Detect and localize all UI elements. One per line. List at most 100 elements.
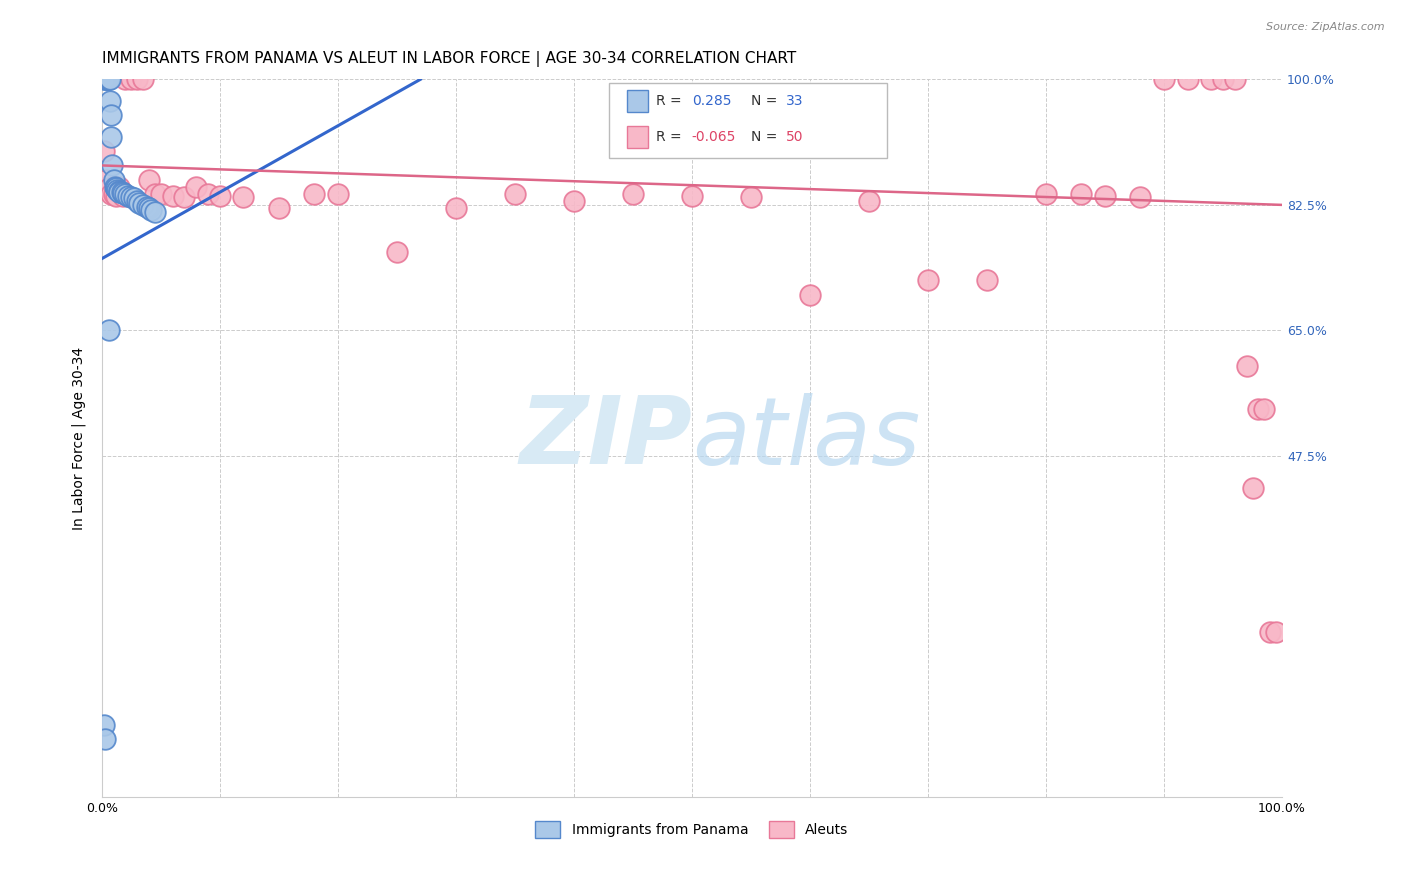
Text: IMMIGRANTS FROM PANAMA VS ALEUT IN LABOR FORCE | AGE 30-34 CORRELATION CHART: IMMIGRANTS FROM PANAMA VS ALEUT IN LABOR… [101,51,796,67]
Point [120,190,142,204]
Point [105,183,128,197]
Point [1094,188,1116,202]
Point [114,187,136,202]
Text: R =: R = [657,129,686,144]
Point [104,180,127,194]
Point [120,72,142,87]
Point [1199,72,1222,87]
Text: R =: R = [657,94,686,108]
Point [104,181,127,195]
Point [917,273,939,287]
Point [97,72,120,87]
Point [101,158,124,172]
Text: 0.285: 0.285 [692,94,731,108]
Point [94,732,117,747]
Point [96,72,118,87]
Point [1258,624,1281,639]
Point [132,198,155,212]
Text: atlas: atlas [692,392,920,483]
Point [1247,402,1270,417]
Point [799,287,821,301]
Legend: Immigrants from Panama, Aleuts: Immigrants from Panama, Aleuts [530,815,853,844]
Point [111,188,134,202]
Point [128,195,150,210]
Point [1153,72,1175,87]
Point [98,72,121,87]
Point [114,72,136,87]
Point [96,173,118,187]
Point [1212,72,1234,87]
Point [326,187,349,202]
Point [858,194,880,209]
Point [186,180,208,194]
Text: N =: N = [751,94,782,108]
Point [621,187,644,202]
Point [1253,402,1275,417]
Point [208,188,231,202]
Point [162,188,184,202]
Point [562,194,585,209]
Point [1265,624,1288,639]
Point [1070,187,1092,202]
Text: 50: 50 [786,129,804,144]
Point [444,202,467,216]
Point [94,72,117,87]
Point [108,184,131,198]
Point [143,187,166,202]
Point [681,188,703,202]
Point [385,244,408,259]
Point [103,173,125,187]
Point [103,187,125,202]
Point [740,190,762,204]
Point [93,144,115,158]
Point [149,187,172,202]
Point [173,190,195,204]
Y-axis label: In Labor Force | Age 30-34: In Labor Force | Age 30-34 [72,346,86,530]
Point [108,185,131,199]
Point [122,191,145,205]
Text: -0.065: -0.065 [692,129,737,144]
Text: N =: N = [751,129,782,144]
Point [1241,481,1264,495]
Point [1236,359,1258,374]
Point [97,323,120,337]
Point [100,108,122,122]
Point [104,188,127,202]
Point [132,72,155,87]
FancyBboxPatch shape [627,126,648,147]
FancyBboxPatch shape [609,83,887,158]
Point [503,187,526,202]
Point [267,202,290,216]
Point [1177,72,1199,87]
Point [141,202,163,217]
Point [1129,190,1152,204]
Point [138,173,160,187]
Point [976,273,998,287]
FancyBboxPatch shape [627,90,648,112]
Text: ZIP: ZIP [519,392,692,484]
Point [97,72,120,87]
Point [111,186,134,200]
Point [1223,72,1246,87]
Text: 33: 33 [786,94,804,108]
Point [98,94,121,108]
Point [111,185,134,199]
Point [93,72,115,87]
Point [127,194,149,209]
Point [108,180,131,194]
Point [127,72,149,87]
Point [138,202,160,216]
Point [302,187,325,202]
Point [97,181,120,195]
Text: Source: ZipAtlas.com: Source: ZipAtlas.com [1267,22,1385,32]
Point [135,200,157,214]
Point [197,187,219,202]
Point [1035,187,1057,202]
Point [100,129,122,144]
Point [143,205,166,219]
Point [93,718,115,732]
Point [232,190,254,204]
Point [117,188,139,202]
Point [100,187,122,202]
Point [97,72,120,87]
